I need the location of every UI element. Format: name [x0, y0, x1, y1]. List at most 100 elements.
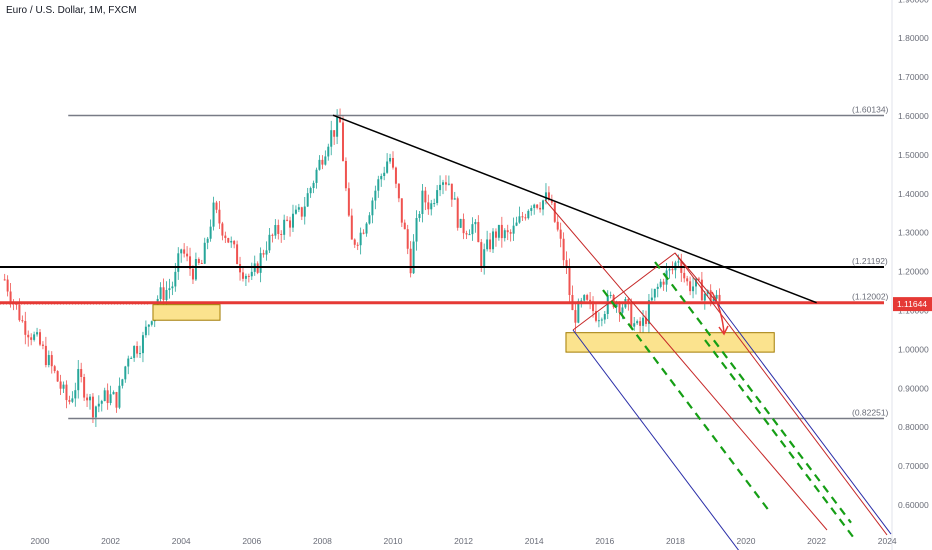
- candles: [3, 108, 721, 427]
- candle-body: [356, 244, 359, 246]
- candle-body: [294, 209, 297, 214]
- candle-body: [291, 213, 294, 228]
- candle-body: [44, 345, 47, 366]
- x-tick-label: 2012: [454, 536, 473, 546]
- candle-body: [450, 183, 453, 200]
- candle-body: [524, 217, 527, 219]
- candle-body: [574, 310, 577, 323]
- candle-body: [662, 281, 665, 285]
- candle-body: [600, 319, 603, 321]
- candle-body: [215, 202, 218, 210]
- candle-body: [147, 324, 150, 327]
- candle-body: [312, 182, 315, 189]
- pitchfork-upper-tine: [714, 299, 892, 535]
- candle-body: [200, 262, 203, 264]
- candle-body: [241, 272, 244, 279]
- candle-body: [165, 290, 168, 300]
- candle-body: [236, 244, 239, 265]
- candle-body: [530, 208, 533, 211]
- candle-body: [642, 317, 645, 326]
- candle-body: [456, 198, 459, 228]
- candle-body: [350, 215, 353, 240]
- candle-body: [421, 190, 424, 214]
- candle-body: [592, 301, 595, 312]
- candle-body: [180, 249, 183, 254]
- candle-body: [271, 234, 274, 236]
- candle-body: [439, 184, 442, 191]
- candle-body: [583, 295, 586, 301]
- candle-body: [697, 278, 700, 280]
- candle-body: [615, 303, 618, 308]
- candle-body: [89, 396, 92, 401]
- candle-body: [53, 366, 56, 372]
- candle-body: [597, 320, 600, 322]
- candle-body: [712, 298, 715, 301]
- pitchfork-dashed-tine: [704, 339, 856, 541]
- candle-body: [47, 355, 50, 366]
- candle-body: [386, 161, 389, 173]
- candle-body: [21, 320, 24, 322]
- candle-body: [347, 188, 350, 216]
- candle-body: [62, 384, 65, 389]
- candle-body: [103, 390, 106, 402]
- candle-body: [703, 293, 706, 301]
- candle-body: [286, 219, 289, 221]
- candle-body: [353, 239, 356, 245]
- candle-body: [339, 117, 342, 123]
- pitchfork-median-line: [674, 252, 888, 536]
- candle-body: [9, 291, 12, 302]
- candle-body: [318, 159, 321, 170]
- candle-body: [636, 321, 639, 324]
- candle-body: [227, 238, 230, 243]
- candle-body: [233, 240, 236, 245]
- candle-body: [83, 377, 86, 398]
- level-label: (1.21192): [852, 256, 888, 266]
- candle-body: [74, 390, 77, 399]
- candle-body: [586, 295, 589, 300]
- candle-body: [115, 392, 118, 408]
- candle-body: [568, 267, 571, 296]
- candle-body: [3, 279, 6, 281]
- candle-body: [389, 157, 392, 162]
- candle-body: [436, 190, 439, 204]
- candle-body: [118, 385, 121, 408]
- candle-body: [324, 156, 327, 165]
- candle-body: [112, 392, 115, 395]
- candle-body: [471, 224, 474, 235]
- candle-body: [277, 225, 280, 234]
- candle-body: [477, 222, 480, 243]
- candle-body: [256, 263, 259, 273]
- candle-body: [512, 225, 515, 234]
- candle-body: [365, 223, 368, 234]
- candle-body: [506, 230, 509, 233]
- candle-body: [265, 250, 268, 255]
- candle-body: [297, 207, 300, 210]
- current-price-label: 1.11644: [897, 299, 927, 309]
- candle-body: [130, 357, 133, 359]
- y-tick-label: 1.50000: [898, 150, 929, 160]
- candle-body: [18, 304, 21, 321]
- candle-body: [418, 213, 421, 219]
- candle-body: [174, 271, 177, 287]
- y-tick-label: 1.30000: [898, 228, 929, 238]
- candle-body: [612, 294, 615, 308]
- candle-body: [547, 192, 550, 200]
- candle-body: [497, 224, 500, 238]
- candle-body: [633, 323, 636, 327]
- candle-body: [580, 300, 583, 302]
- level-label: (0.82251): [852, 407, 889, 417]
- candle-body: [80, 369, 83, 378]
- candle-body: [359, 232, 362, 246]
- candle-body: [489, 239, 492, 250]
- candle-body: [77, 369, 80, 391]
- candle-body: [553, 202, 556, 222]
- candle-body: [656, 286, 659, 289]
- candle-body: [453, 198, 456, 200]
- candle-body: [527, 210, 530, 219]
- candle-body: [159, 287, 162, 299]
- candle-body: [100, 401, 103, 404]
- candle-body: [492, 231, 495, 250]
- candle-body: [577, 301, 580, 323]
- candle-body: [139, 353, 142, 355]
